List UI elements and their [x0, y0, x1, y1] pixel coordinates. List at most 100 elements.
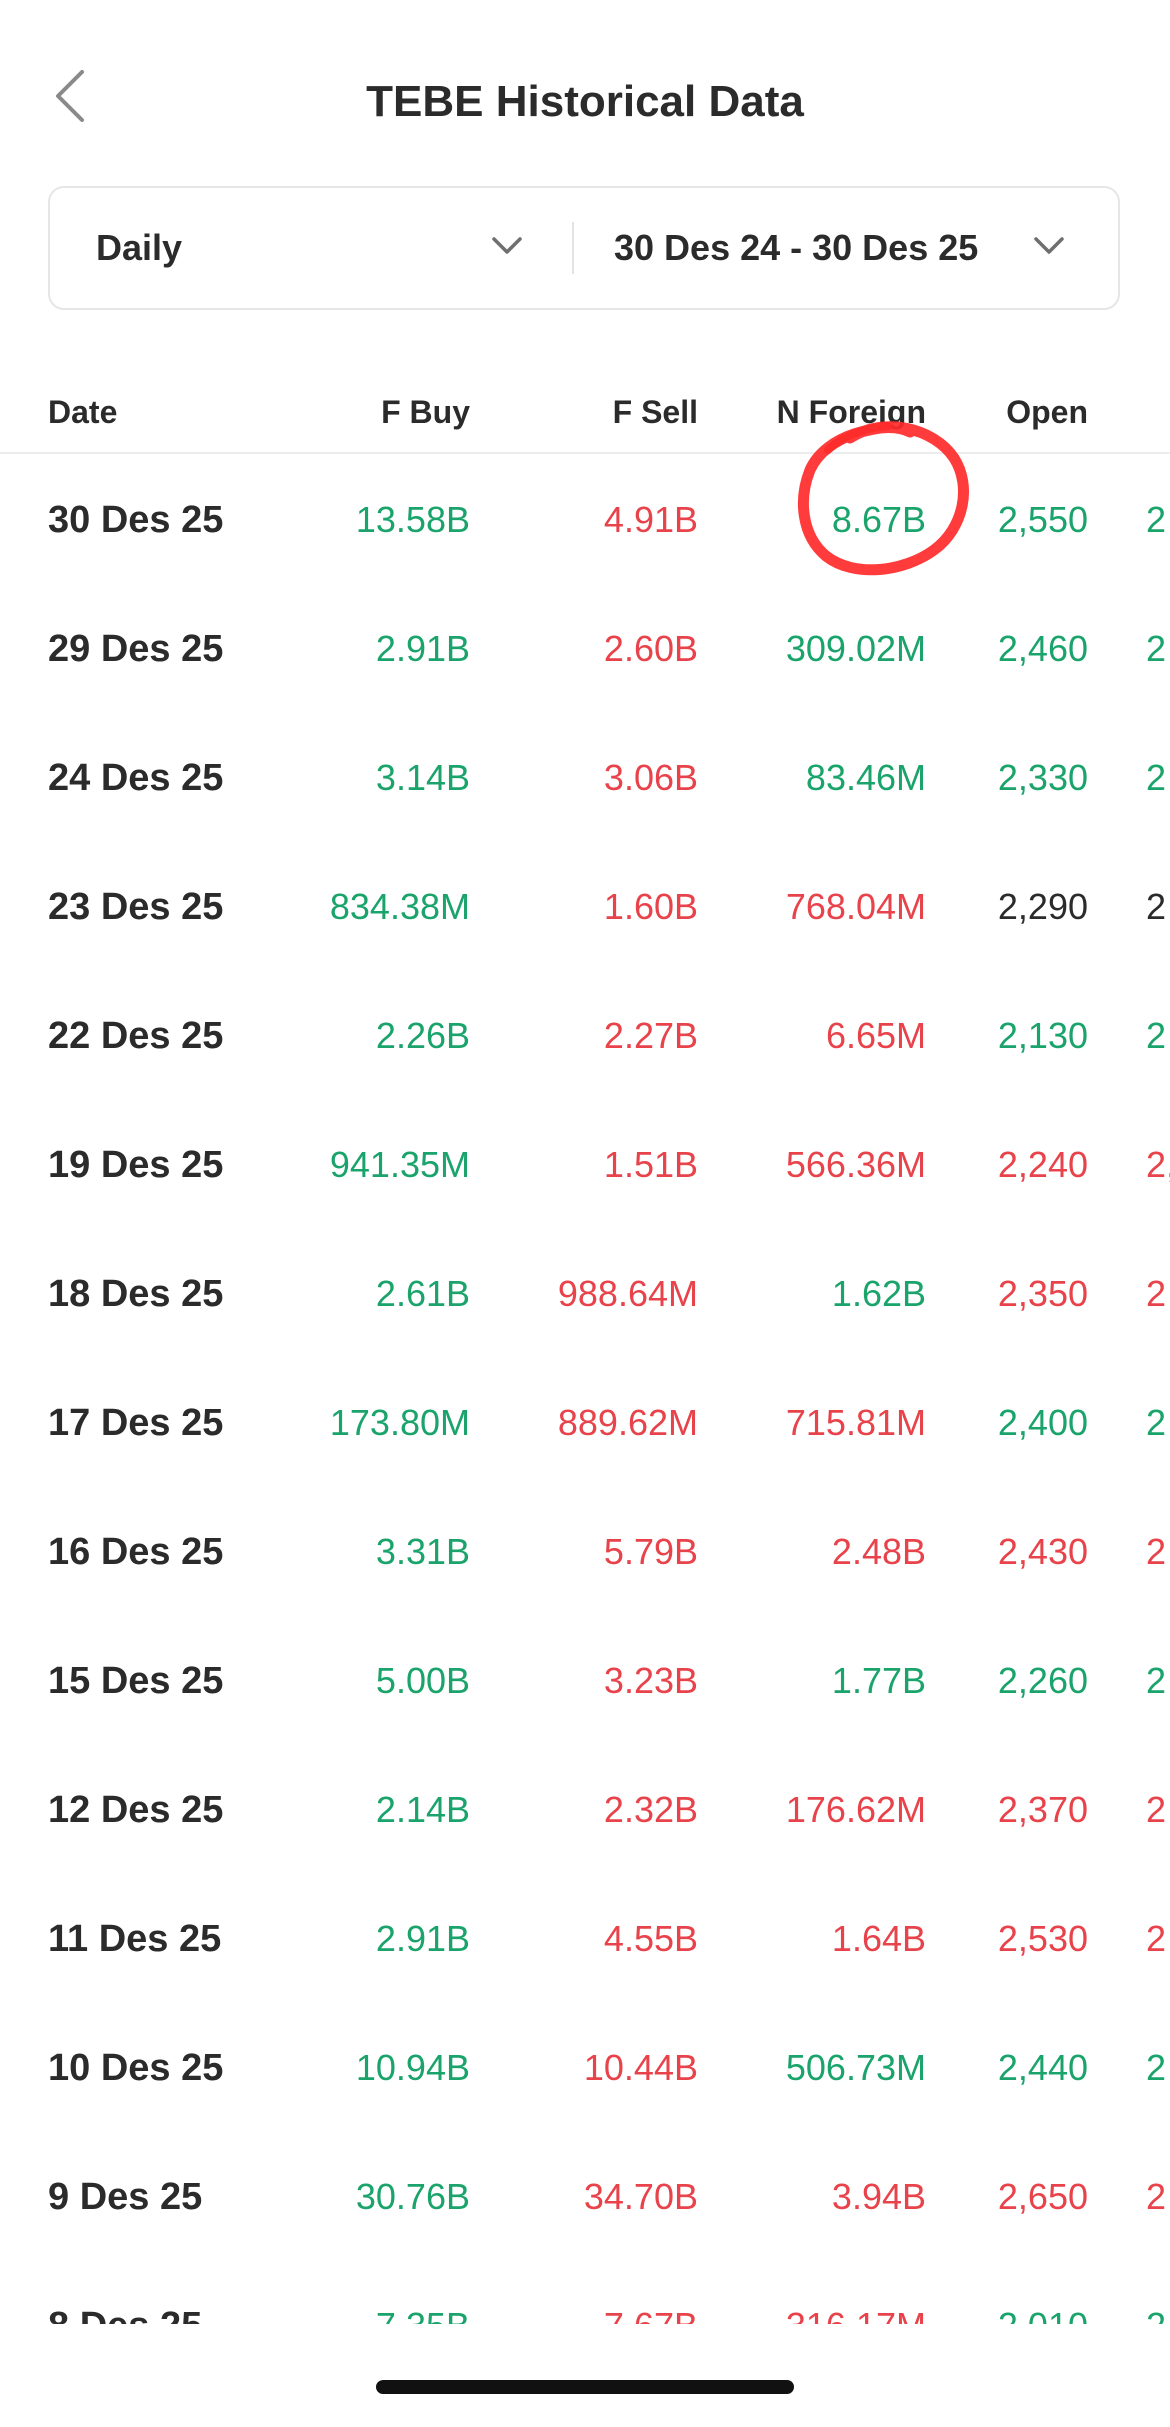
row-f-buy: 2.26B: [375, 1015, 470, 1056]
table-row[interactable]: 30 Des 25 13.58B 4.91B 8.67B 2,550 2: [0, 454, 1170, 583]
row-open: 2,240: [997, 1144, 1088, 1185]
row-date: 22 Des 25: [48, 1015, 224, 1057]
table-row[interactable]: 15 Des 25 5.00B 3.23B 1.77B 2,260 2: [0, 1615, 1170, 1744]
row-next-column-partial: 2: [1146, 886, 1167, 927]
row-n-foreign: 83.46M: [805, 757, 926, 798]
row-f-sell: 1.60B: [603, 886, 698, 927]
data-table[interactable]: 30 Des 25 13.58B 4.91B 8.67B 2,550 2 29 Des 25…: [0, 454, 1170, 2324]
home-indicator[interactable]: [376, 2380, 794, 2394]
table-row[interactable]: 10 Des 25 10.94B 10.44B 506.73M 2,440 2: [0, 2002, 1170, 2131]
row-date: 29 Des 25: [48, 628, 224, 670]
row-date: 16 Des 25: [48, 1531, 224, 1573]
table-row[interactable]: 19 Des 25 941.35M 1.51B 566.36M 2,240 2,: [0, 1099, 1170, 1228]
row-open: 2,530: [997, 1918, 1088, 1959]
row-date: 11 Des 25: [48, 1918, 222, 1960]
row-next-column-partial: 2: [1146, 1015, 1167, 1056]
row-f-sell: 1.51B: [603, 1144, 698, 1185]
chevron-down-icon: [492, 237, 522, 254]
row-next-column-partial: 2: [1146, 499, 1167, 540]
row-date: 17 Des 25: [48, 1402, 224, 1444]
table-row[interactable]: 17 Des 25 173.80M 889.62M 715.81M 2,400 2: [0, 1357, 1170, 1486]
row-f-buy: 3.31B: [375, 1531, 470, 1572]
table-row[interactable]: 23 Des 25 834.38M 1.60B 768.04M 2,290 2: [0, 841, 1170, 970]
row-n-foreign: 506.73M: [785, 2047, 926, 2088]
column-header-f-buy[interactable]: F Buy: [381, 394, 470, 430]
row-f-sell: 2.60B: [603, 628, 698, 669]
row-open: 2,350: [997, 1273, 1088, 1314]
row-date: 10 Des 25: [48, 2047, 224, 2089]
row-n-foreign: 1.62B: [831, 1273, 926, 1314]
row-f-buy: 941.35M: [329, 1144, 470, 1185]
row-n-foreign: 316.17M: [786, 2302, 926, 2324]
row-f-sell: 4.91B: [603, 499, 698, 540]
row-open: 2,010: [998, 2302, 1088, 2324]
row-next-column-partial: 2: [1146, 2047, 1167, 2088]
row-open: 2,370: [997, 1789, 1088, 1830]
row-f-buy: 2.91B: [375, 628, 470, 669]
row-next-column-partial: 2: [1146, 1531, 1167, 1572]
period-select-value: Daily: [96, 227, 183, 268]
row-f-buy: 10.94B: [355, 2047, 470, 2088]
row-f-sell: 889.62M: [557, 1402, 698, 1443]
row-f-sell: 7.67B: [604, 2302, 698, 2324]
table-row[interactable]: 24 Des 25 3.14B 3.06B 83.46M 2,330 2: [0, 712, 1170, 841]
column-header-date[interactable]: Date: [48, 394, 118, 430]
row-n-foreign: 715.81M: [785, 1402, 926, 1443]
row-open: 2,440: [997, 2047, 1088, 2088]
row-f-sell: 3.23B: [603, 1660, 698, 1701]
chevron-down-icon: [1034, 237, 1064, 254]
row-date: 15 Des 25: [48, 1660, 224, 1702]
row-n-foreign: 768.04M: [785, 886, 926, 927]
row-date: 18 Des 25: [48, 1273, 224, 1315]
date-range-value: 30 Des 24 - 30 Des 25: [614, 227, 979, 268]
row-next-column-partial: 2: [1146, 1660, 1167, 1701]
table-row[interactable]: 18 Des 25 2.61B 988.64M 1.62B 2,350 2: [0, 1228, 1170, 1357]
row-n-foreign: 309.02M: [785, 628, 926, 669]
row-next-column-partial: 2: [1146, 628, 1167, 669]
table-row[interactable]: 8 Des 25 7.35B 7.67B 316.17M 2,010 2: [0, 2260, 1170, 2324]
row-next-column-partial: 2: [1146, 2302, 1166, 2324]
row-next-column-partial: 2: [1146, 757, 1167, 798]
row-n-foreign: 6.65M: [825, 1015, 926, 1056]
row-open: 2,400: [997, 1402, 1088, 1443]
column-header-n-foreign[interactable]: N Foreign: [776, 394, 926, 430]
column-header-open[interactable]: Open: [1006, 394, 1088, 430]
page-title: TEBE Historical Data: [366, 77, 804, 126]
row-open: 2,430: [997, 1531, 1088, 1572]
row-f-sell: 10.44B: [583, 2047, 698, 2088]
row-f-buy: 5.00B: [375, 1660, 470, 1701]
row-n-foreign: 8.67B: [831, 499, 926, 540]
row-open: 2,650: [997, 2176, 1088, 2217]
date-range-select[interactable]: 30 Des 24 - 30 Des 25: [574, 188, 1120, 308]
row-date: 23 Des 25: [48, 886, 224, 928]
row-f-sell: 2.27B: [603, 1015, 698, 1056]
table-row[interactable]: 29 Des 25 2.91B 2.60B 309.02M 2,460 2: [0, 583, 1170, 712]
chevron-left-icon: [56, 70, 84, 122]
row-open: 2,260: [997, 1660, 1088, 1701]
table-row[interactable]: 9 Des 25 30.76B 34.70B 3.94B 2,650 2: [0, 2131, 1170, 2260]
row-open: 2,330: [997, 757, 1088, 798]
row-f-buy: 3.14B: [375, 757, 470, 798]
header: TEBE Historical Data: [0, 0, 1170, 180]
row-f-sell: 4.55B: [603, 1918, 698, 1959]
row-f-buy: 834.38M: [329, 886, 470, 927]
filter-bar: Daily 30 Des 24 - 30 Des 25: [48, 186, 1120, 310]
row-open: 2,290: [997, 886, 1088, 927]
back-button[interactable]: [50, 66, 110, 136]
column-header-f-sell[interactable]: F Sell: [612, 394, 698, 430]
table-row[interactable]: 22 Des 25 2.26B 2.27B 6.65M 2,130 2: [0, 970, 1170, 1099]
row-n-foreign: 1.77B: [831, 1660, 926, 1701]
row-n-foreign: 3.94B: [831, 2176, 926, 2217]
row-next-column-partial: 2: [1146, 1789, 1167, 1830]
row-date: 9 Des 25: [48, 2176, 203, 2218]
row-f-buy: 2.61B: [375, 1273, 470, 1314]
table-row[interactable]: 12 Des 25 2.14B 2.32B 176.62M 2,370 2: [0, 1744, 1170, 1873]
row-f-sell: 5.79B: [603, 1531, 698, 1572]
row-f-buy: 173.80M: [329, 1402, 470, 1443]
table-row[interactable]: 11 Des 25 2.91B 4.55B 1.64B 2,530 2: [0, 1873, 1170, 2002]
period-select[interactable]: Daily: [50, 188, 570, 308]
row-n-foreign: 176.62M: [785, 1789, 926, 1830]
table-row[interactable]: 16 Des 25 3.31B 5.79B 2.48B 2,430 2: [0, 1486, 1170, 1615]
row-date: 12 Des 25: [48, 1789, 224, 1831]
row-n-foreign: 566.36M: [785, 1144, 926, 1185]
